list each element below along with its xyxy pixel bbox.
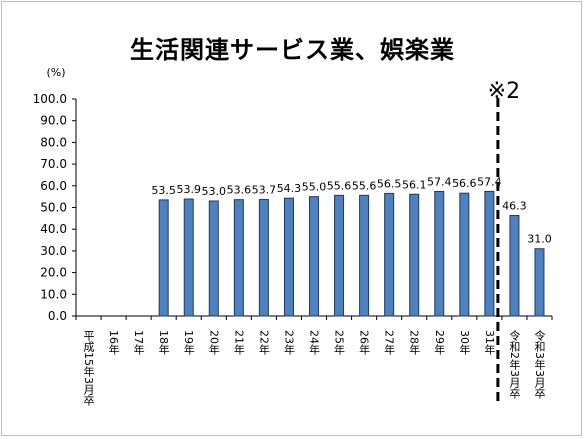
y-tick-label: 50.0 bbox=[40, 201, 67, 215]
data-label: 31.0 bbox=[527, 233, 552, 246]
data-label: 56.5 bbox=[377, 177, 402, 190]
bar bbox=[208, 200, 219, 317]
bar bbox=[409, 193, 420, 317]
x-category-label: 22年 bbox=[257, 330, 270, 355]
data-label: 55.0 bbox=[302, 181, 327, 194]
x-category-label: 平成15年3月卒 bbox=[82, 330, 95, 406]
x-category-label: 令和2年3月卒 bbox=[508, 329, 521, 399]
y-tick-label: 100.0 bbox=[33, 92, 67, 106]
bar bbox=[183, 198, 194, 317]
x-category-label: 20年 bbox=[207, 330, 220, 355]
x-category-label: 31年 bbox=[483, 330, 496, 355]
data-label: 57.4 bbox=[477, 175, 502, 188]
y-tick-label: 60.0 bbox=[40, 179, 67, 193]
data-label: 53.6 bbox=[227, 184, 252, 197]
x-category-label: 25年 bbox=[333, 330, 346, 355]
bar bbox=[158, 199, 169, 317]
y-tick-label: 0.0 bbox=[48, 309, 67, 323]
data-label: 53.7 bbox=[252, 183, 277, 196]
data-label: 56.1 bbox=[402, 178, 427, 191]
data-label: 53.5 bbox=[151, 184, 176, 197]
bar bbox=[434, 190, 445, 317]
bar bbox=[233, 199, 244, 317]
x-category-label: 16年 bbox=[107, 330, 120, 355]
y-tick-label: 40.0 bbox=[40, 222, 67, 236]
x-category-label: 26年 bbox=[358, 330, 371, 355]
bar bbox=[509, 215, 520, 317]
bar bbox=[283, 197, 294, 317]
data-label: 54.3 bbox=[277, 182, 302, 195]
bar bbox=[484, 190, 495, 317]
x-category-label: 19年 bbox=[182, 330, 195, 355]
bar bbox=[258, 198, 269, 317]
x-category-label: 29年 bbox=[433, 330, 446, 355]
bar bbox=[459, 192, 470, 317]
bar bbox=[384, 192, 395, 317]
bar bbox=[309, 196, 319, 317]
y-tick-label: 10.0 bbox=[40, 287, 67, 301]
x-category-label: 30年 bbox=[458, 330, 471, 355]
y-axis-unit-label: (%) bbox=[46, 66, 65, 79]
x-category-label: 28年 bbox=[408, 330, 421, 355]
x-category-label: 令和3年3月卒 bbox=[533, 329, 546, 399]
data-label: 56.6 bbox=[452, 177, 477, 190]
x-category-label: 21年 bbox=[232, 330, 245, 355]
data-label: 57.4 bbox=[427, 175, 452, 188]
x-category-label: 18年 bbox=[157, 330, 170, 355]
x-category-label: 27年 bbox=[383, 330, 396, 355]
bar bbox=[359, 194, 370, 317]
y-tick-label: 30.0 bbox=[40, 244, 67, 258]
x-category-label: 24年 bbox=[308, 330, 321, 355]
chart-title: 生活関連サービス業、娯楽業 bbox=[130, 36, 455, 64]
y-tick-label: 80.0 bbox=[40, 135, 67, 149]
data-label: 55.6 bbox=[352, 179, 377, 192]
bar bbox=[334, 194, 345, 317]
data-label: 46.3 bbox=[502, 200, 527, 213]
y-tick-label: 90.0 bbox=[40, 114, 67, 128]
y-tick-label: 70.0 bbox=[40, 157, 67, 171]
x-category-label: 17年 bbox=[132, 330, 145, 355]
bar bbox=[534, 248, 545, 317]
annotation-note: ※2 bbox=[488, 79, 520, 104]
data-label: 53.9 bbox=[176, 183, 201, 196]
y-tick-label: 20.0 bbox=[40, 266, 67, 280]
data-label: 55.6 bbox=[327, 179, 352, 192]
data-label: 53.0 bbox=[202, 185, 227, 198]
x-category-label: 23年 bbox=[282, 330, 295, 355]
